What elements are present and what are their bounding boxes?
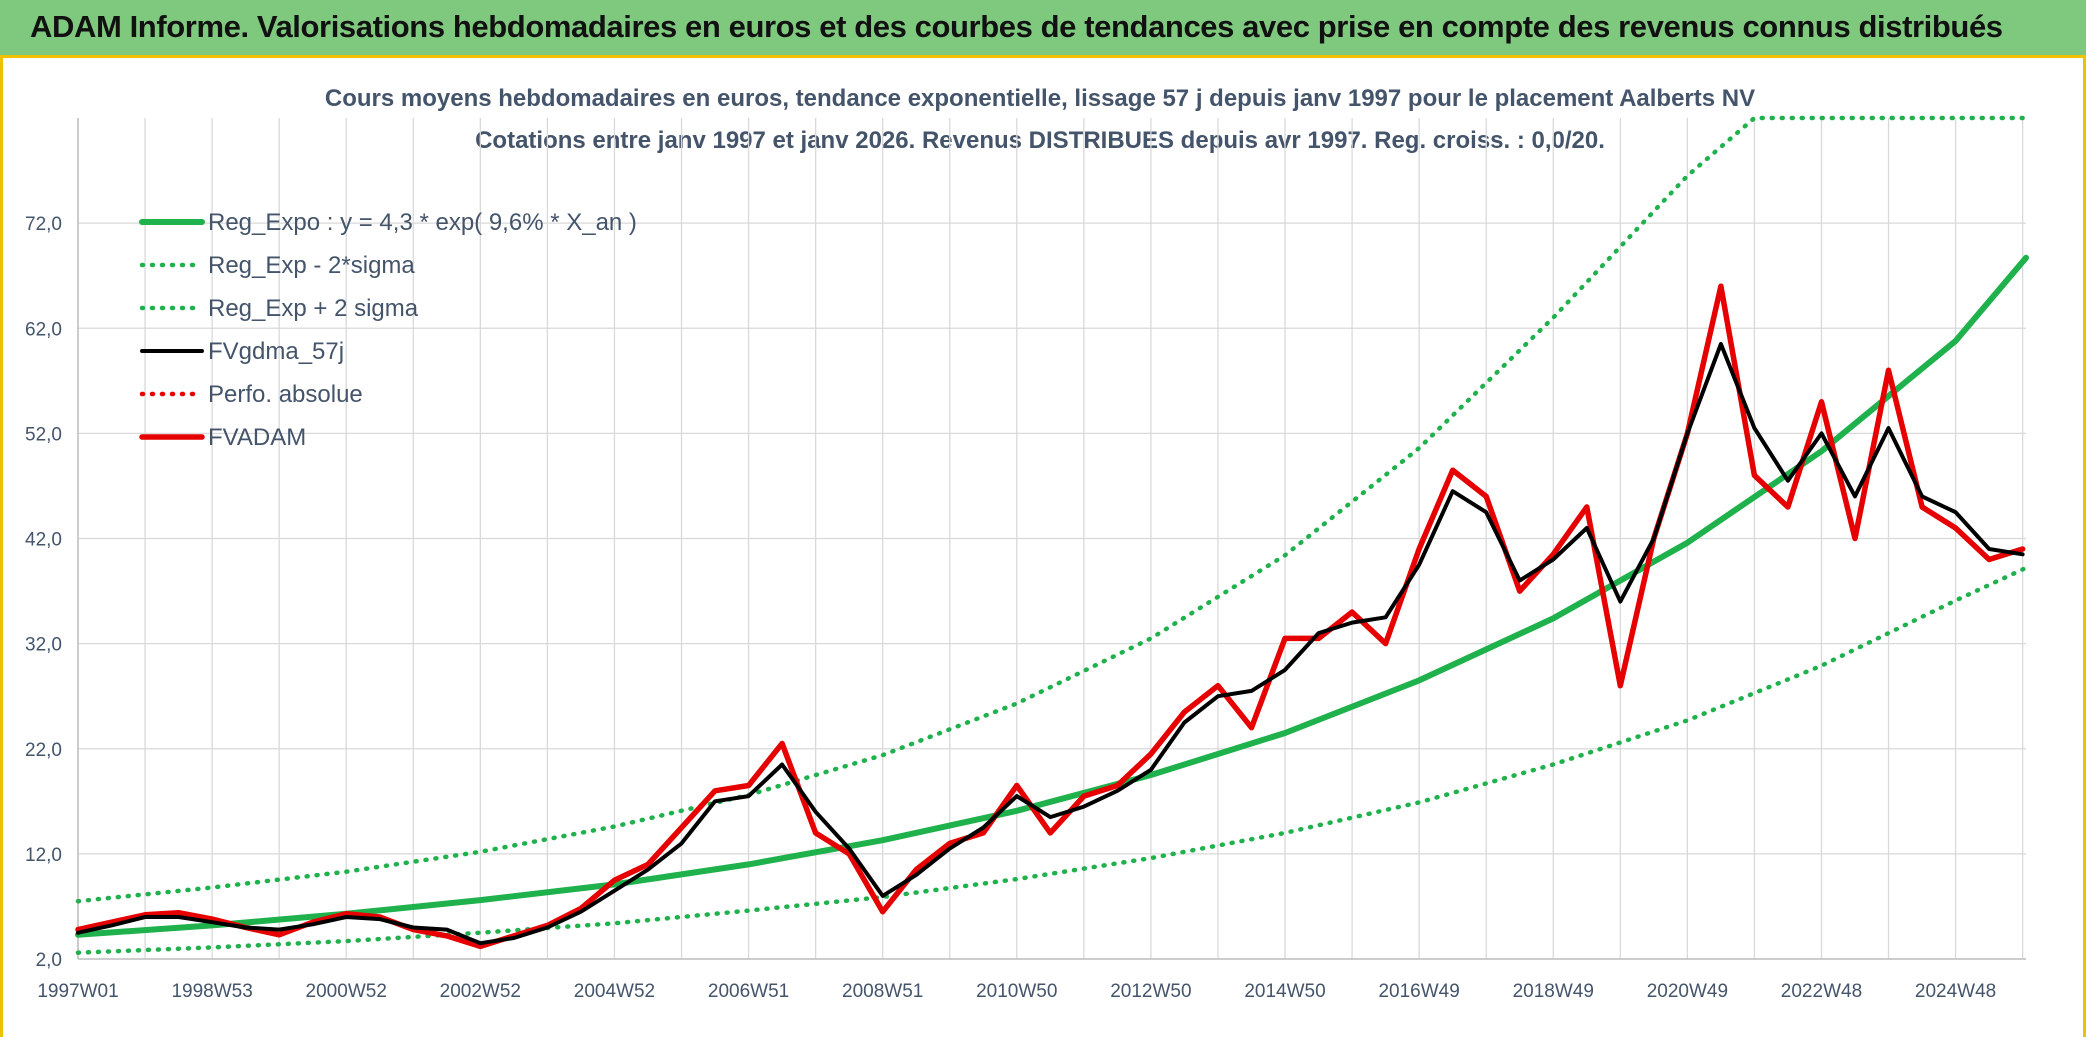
x-tick-label: 2006W51 <box>708 981 789 1002</box>
legend-label: Reg_Exp + 2 sigma <box>208 295 419 322</box>
x-tick-label: 2010W50 <box>976 981 1057 1002</box>
chart: Cours moyens hebdomadaires en euros, ten… <box>25 85 2029 1002</box>
x-tick-label: 2022W48 <box>1781 981 1862 1002</box>
y-tick-label: 52,0 <box>25 424 62 445</box>
y-tick-label: 22,0 <box>25 740 62 761</box>
y-tick-label: 42,0 <box>25 530 62 551</box>
chart-title: Cours moyens hebdomadaires en euros, ten… <box>325 85 1755 112</box>
header-banner: ADAM Informe. Valorisations hebdomadaire… <box>0 0 2086 58</box>
grid <box>77 118 2026 960</box>
chart-frame <box>0 58 2086 1037</box>
series-line-reg-expo-y-4-3-exp-9-6-x-an <box>75 254 2029 938</box>
x-tick-label: 2018W49 <box>1513 981 1594 1002</box>
x-tick-label: 2014W50 <box>1244 981 1325 1002</box>
x-tick-label: 2016W49 <box>1378 981 1459 1002</box>
series-line-reg-exp-2-sigma <box>75 115 2025 904</box>
y-tick-label: 32,0 <box>25 635 62 656</box>
y-tick-label: 12,0 <box>25 845 62 866</box>
y-tick-label: 62,0 <box>25 319 62 340</box>
x-tick-label: 2004W52 <box>574 981 655 1002</box>
legend-label: Reg_Exp - 2*sigma <box>208 252 415 279</box>
chart-subtitle: Cotations entre janv 1997 et janv 2026. … <box>475 127 1605 154</box>
legend-label: FVgdma_57j <box>208 338 344 365</box>
series-layer <box>75 115 2029 955</box>
legend: Reg_Expo : y = 4,3 * exp( 9,6% * X_an ) R… <box>139 209 637 451</box>
series-line-fvgdma-57j <box>76 342 2025 946</box>
legend-label: Perfo. absolue <box>208 381 363 408</box>
page-title: ADAM Informe. Valorisations hebdomadaire… <box>30 9 2003 44</box>
x-tick-label: 2012W50 <box>1110 981 1191 1002</box>
x-tick-label: 2000W52 <box>306 981 387 1002</box>
x-axis: 1997W01 1998W53 2000W52 2002W52 2004W52 2006W… <box>37 958 2026 1002</box>
x-tick-label: 2020W49 <box>1647 981 1728 1002</box>
x-tick-label: 1998W53 <box>171 981 252 1002</box>
legend-label: FVADAM <box>208 424 306 451</box>
y-tick-label: 72,0 <box>25 214 62 235</box>
series-line-fvadam <box>75 283 2026 950</box>
legend-label: Reg_Expo : y = 4,3 * exp( 9,6% * X_an ) <box>208 209 637 236</box>
y-tick-label: 2,0 <box>36 950 62 971</box>
series-line-reg-exp-2-sigma <box>75 565 2029 955</box>
y-axis: 2,0 12,0 22,0 32,0 42,0 52,0 62,0 72,0 <box>25 118 79 971</box>
x-tick-label: 2008W51 <box>842 981 923 1002</box>
x-tick-label: 2002W52 <box>440 981 521 1002</box>
x-tick-label: 1997W01 <box>37 981 118 1002</box>
x-tick-label: 2024W48 <box>1915 981 1996 1002</box>
